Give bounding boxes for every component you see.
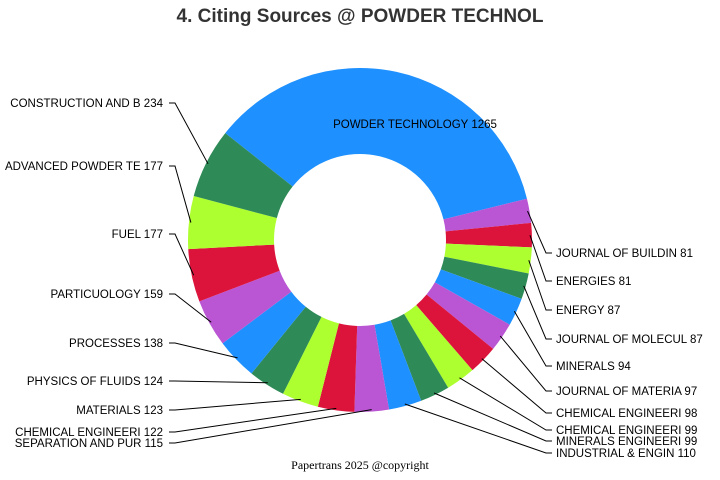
donut-slice xyxy=(193,133,293,219)
slice-label: JOURNAL OF MOLECUL 87 xyxy=(556,334,703,346)
donut-slice xyxy=(416,294,494,371)
chart-title: 4. Citing Sources @ POWDER TECHNOL xyxy=(176,6,544,27)
donut-slice xyxy=(374,320,422,410)
slice-label: MATERIALS 123 xyxy=(76,405,163,417)
donut-slice xyxy=(317,323,358,412)
donut-slice xyxy=(434,269,522,325)
leader-line xyxy=(404,403,552,454)
slice-label: ENERGIES 81 xyxy=(556,276,631,288)
donut-slice xyxy=(440,256,529,299)
slice-label: CHEMICAL ENGINEERI 99 xyxy=(556,425,697,437)
leader-line xyxy=(169,380,268,384)
leader-line xyxy=(169,233,195,276)
leader-line xyxy=(169,293,212,323)
leader-line xyxy=(499,335,552,392)
leader-line xyxy=(529,234,552,282)
donut-slice xyxy=(390,313,449,401)
donut-slice xyxy=(225,67,527,220)
donut-slice xyxy=(426,282,510,349)
slice-label: MINERALS ENGINEERI 99 xyxy=(556,436,697,448)
leader-line xyxy=(433,392,552,442)
slice-label: PHYSICS OF FLUIDS 124 xyxy=(27,376,164,388)
leader-line xyxy=(169,102,209,165)
slice-label: CONSTRUCTION AND B 234 xyxy=(10,98,163,110)
slice-label: CHEMICAL ENGINEERI 122 xyxy=(15,427,163,439)
slice-label: SEPARATION AND PUR 115 xyxy=(15,438,163,450)
donut-slice xyxy=(444,243,532,274)
copyright-footer: Papertrans 2025 @copyright xyxy=(291,458,429,472)
donut-slice xyxy=(282,316,339,407)
slice-label: PROCESSES 138 xyxy=(69,338,163,350)
leader-line xyxy=(169,165,192,223)
leader-line xyxy=(528,260,552,311)
slice-label: ENERGY 87 xyxy=(556,305,620,317)
leader-line xyxy=(169,407,337,433)
donut-slice xyxy=(445,222,532,248)
slice-label: JOURNAL OF MATERIA 97 xyxy=(556,386,697,398)
leader-line xyxy=(527,210,552,254)
donut-slice xyxy=(188,196,277,250)
slice-label: MINERALS 94 xyxy=(556,361,631,373)
donut-slice xyxy=(199,270,292,344)
slice-label: PARTICUOLOGY 159 xyxy=(51,289,164,301)
leader-line xyxy=(481,358,552,414)
donut-slice xyxy=(188,244,280,302)
slice-label: INDUSTRIAL & ENGIN 110 xyxy=(556,448,696,460)
slice-label: POWDER TECHNOLOGY 1265 xyxy=(333,119,497,131)
leader-line xyxy=(513,310,552,367)
leader-line xyxy=(169,398,301,411)
slice-label: ADVANCED POWDER TE 177 xyxy=(5,161,163,173)
slice-label: CHEMICAL ENGINEERI 98 xyxy=(556,408,697,420)
leader-line xyxy=(169,409,372,444)
leader-line xyxy=(523,285,552,340)
leader-line xyxy=(169,342,238,359)
slice-label: FUEL 177 xyxy=(112,229,163,241)
donut-slice xyxy=(251,306,322,394)
donut-slice xyxy=(404,305,473,388)
leader-line xyxy=(459,377,552,431)
donut-slice xyxy=(354,324,390,412)
donut-slice xyxy=(443,198,532,232)
slice-label: JOURNAL OF BUILDIN 81 xyxy=(556,248,693,260)
donut-slice xyxy=(222,291,306,374)
